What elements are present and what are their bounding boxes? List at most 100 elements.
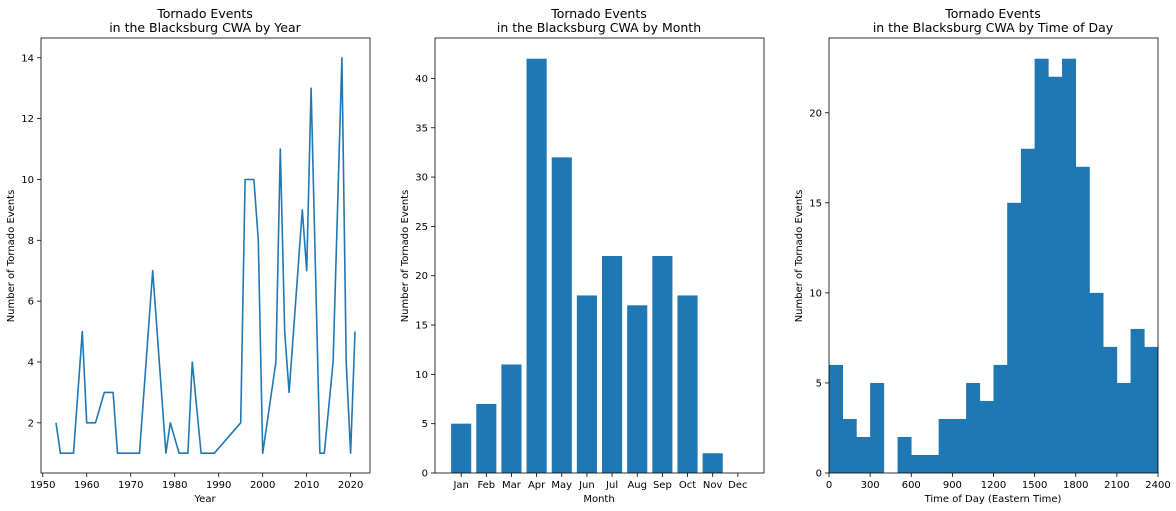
chart-by-time-of-day: Tornado Events in the Blacksburg CWA by … [794,6,1171,505]
bar [501,364,522,473]
histogram-bar [1007,202,1022,473]
y-tick-label: 6 [28,297,34,308]
histogram-bar [924,454,939,473]
x-tick-label: Oct [679,480,696,491]
x-tick-label: Jul [605,480,618,491]
histogram-bar [979,400,994,473]
y-tick-label: 5 [422,419,428,430]
x-tick-label: Jun [578,480,595,491]
plot-frame [434,37,765,474]
series-line [55,56,356,455]
bar [576,295,597,473]
plot-frame [828,37,1159,474]
y-tick-label: 14 [21,53,34,64]
x-tick-label: 0 [826,480,832,491]
histogram-bar [842,418,857,473]
y-tick-label: 10 [21,175,34,186]
x-tick-label: 2020 [338,480,363,491]
y-tick-label: 10 [415,370,428,381]
x-tick-label: 2000 [250,480,275,491]
x-axis-label: Year [193,494,216,505]
chart-title-line-1: Tornado Events [944,6,1041,21]
x-tick-label: 1970 [118,480,143,491]
histogram-bar [870,382,885,473]
x-tick-label: Mar [502,480,522,491]
y-tick-label: 0 [422,469,428,480]
x-tick-label: Jan [452,480,468,491]
y-tick-label: 20 [809,108,822,119]
histogram-bar [993,364,1008,473]
x-tick-label: 1990 [206,480,231,491]
chart-title-line-2: in the Blacksburg CWA by Year [109,20,301,35]
x-tick-label: Apr [528,480,546,491]
chart-by-month: Tornado Events in the Blacksburg CWA by … [400,6,765,505]
x-tick-label: Nov [703,480,723,491]
histogram-bar [1048,76,1063,473]
y-tick-label: 0 [816,469,822,480]
bar [551,157,572,473]
y-tick-label: 10 [809,288,822,299]
x-tick-label: May [551,480,572,491]
x-tick-label: Feb [477,480,495,491]
histogram-bar [856,436,871,473]
bar [677,295,698,473]
x-tick-label: Aug [627,480,647,491]
x-axis-label: Time of Day (Eastern Time) [924,494,1062,505]
bar [652,255,673,473]
x-tick-label: 1960 [74,480,99,491]
histogram-bar [1062,58,1077,473]
y-tick-label: 2 [28,418,34,429]
chart-title-line-2: in the Blacksburg CWA by Time of Day [873,20,1114,35]
y-tick-label: 30 [415,173,428,184]
bar [451,423,472,473]
x-tick-label: 600 [902,480,921,491]
histogram-bar [1020,148,1035,473]
histogram-bar [1130,328,1145,473]
x-tick-label: 300 [861,480,880,491]
bar [526,58,547,473]
chart-title-line-2: in the Blacksburg CWA by Month [497,20,701,35]
x-tick-label: 2400 [1145,480,1170,491]
y-tick-label: 15 [415,321,428,332]
histogram-bar [966,382,981,473]
x-tick-label: Sep [653,480,672,491]
bar [627,305,648,473]
y-axis-label: Number of Tornado Events [6,190,17,323]
histogram-bar [1075,166,1090,473]
histogram-bar [911,454,926,473]
y-tick-label: 5 [816,378,822,389]
bar [702,453,723,473]
bar [602,255,623,473]
x-tick-label: 1200 [981,480,1006,491]
bar [476,403,497,473]
y-axis-label: Number of Tornado Events [400,190,411,323]
histogram-bar [1144,346,1159,473]
histogram-bar [952,418,967,473]
histogram-bar [897,436,912,473]
y-tick-label: 12 [21,114,34,125]
x-tick-label: 900 [943,480,962,491]
y-tick-label: 35 [415,123,428,134]
histogram-bar [1116,382,1131,473]
x-tick-label: 1950 [30,480,55,491]
x-tick-label: 1980 [162,480,187,491]
y-tick-label: 4 [28,357,34,368]
y-tick-label: 40 [415,74,428,85]
y-tick-label: 20 [415,271,428,282]
chart-title-line-1: Tornado Events [156,6,253,21]
histogram-bar [829,364,844,473]
x-tick-label: Dec [728,480,747,491]
chart-by-year: Tornado Events in the Blacksburg CWA by … [6,6,371,505]
histogram-bar [938,418,953,473]
x-tick-label: 1800 [1063,480,1088,491]
plot-frame [40,37,371,474]
histogram-bar [1034,58,1049,473]
x-tick-label: 1500 [1022,480,1047,491]
x-tick-label: 2010 [294,480,319,491]
y-axis-label: Number of Tornado Events [794,190,805,323]
x-axis-label: Month [583,494,614,505]
y-tick-label: 8 [28,236,34,247]
histogram-bar [1089,292,1104,473]
y-tick-label: 15 [809,198,822,209]
